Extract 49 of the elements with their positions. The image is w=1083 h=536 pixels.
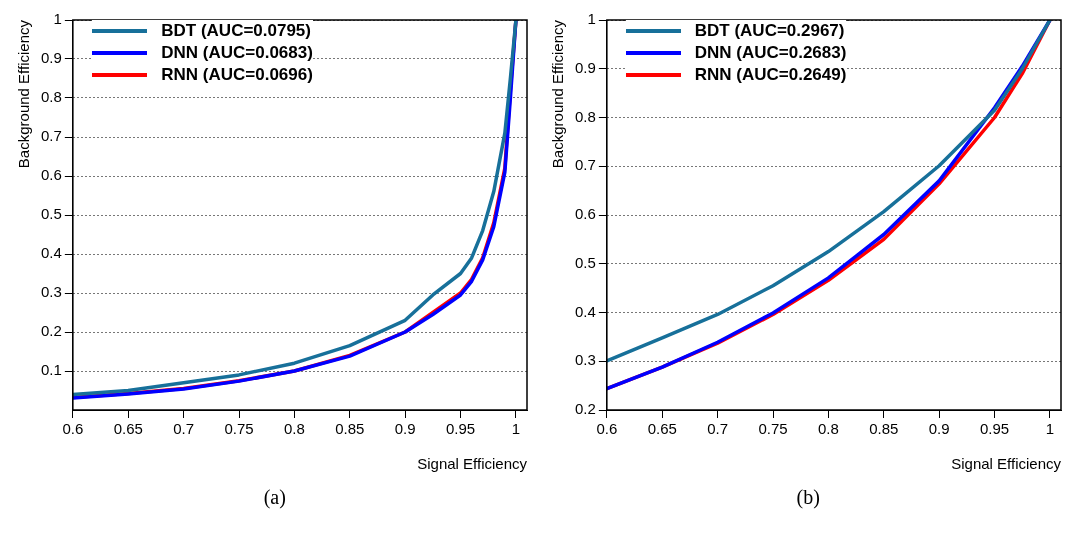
x-tick-label: 0.8 — [817, 420, 839, 438]
y-axis-title: Background Efficiency — [15, 19, 33, 169]
x-tick-label: 0.65 — [647, 420, 677, 438]
y-tick-label: 0.9 — [574, 58, 596, 76]
legend-label: DNN (AUC=0.0683) — [161, 43, 313, 63]
y-tick-label: 1 — [587, 10, 596, 28]
x-tick-label: 0.9 — [928, 420, 950, 438]
y-tick-label: 0.3 — [574, 351, 596, 369]
y-tick-label: 0.5 — [41, 205, 63, 223]
x-axis-title: Signal Efficiency — [950, 455, 1062, 473]
y-tick-label: 0.8 — [574, 107, 596, 125]
y-tick-label: 0.8 — [41, 88, 63, 106]
y-tick-label: 0.4 — [574, 302, 596, 320]
x-tick-label: 1 — [512, 420, 521, 438]
y-tick-label: 0.7 — [41, 127, 63, 145]
y-tick-label: 0.7 — [574, 156, 596, 174]
legend-label: DNN (AUC=0.2683) — [694, 43, 847, 63]
legend-label: BDT (AUC=0.0795) — [161, 21, 311, 41]
y-tick-label: 0.2 — [41, 322, 63, 340]
x-tick-label: 0.95 — [446, 420, 476, 438]
x-tick-label: 0.6 — [596, 420, 618, 438]
y-tick-label: 0.4 — [41, 244, 63, 262]
legend-label: RNN (AUC=0.0696) — [161, 65, 313, 85]
text: (b) — [796, 486, 820, 509]
x-tick-label: 0.85 — [335, 420, 365, 438]
x-tick-label: 0.9 — [394, 420, 416, 438]
legend-label: BDT (AUC=0.2967) — [694, 21, 845, 41]
y-axis-title: Background Efficiency — [548, 19, 566, 169]
y-tick-label: 0.9 — [41, 49, 63, 67]
x-tick-label: 0.6 — [62, 420, 84, 438]
y-tick-label: 0.3 — [41, 283, 63, 301]
x-tick-label: 0.95 — [979, 420, 1009, 438]
x-tick-label: 0.8 — [284, 420, 306, 438]
x-tick-label: 0.75 — [224, 420, 254, 438]
y-tick-label: 0.6 — [41, 166, 63, 184]
x-tick-label: 0.85 — [868, 420, 899, 438]
text: (a) — [263, 486, 286, 509]
y-tick-label: 1 — [53, 10, 63, 28]
legend-label: RNN (AUC=0.2649) — [694, 65, 847, 85]
x-tick-label: 0.65 — [113, 420, 144, 438]
y-tick-label: 0.2 — [574, 400, 596, 418]
x-axis-title: Signal Efficiency — [417, 455, 528, 473]
x-tick-label: 1 — [1045, 420, 1054, 438]
x-tick-label: 0.7 — [706, 420, 728, 438]
x-tick-label: 0.7 — [173, 420, 195, 438]
y-tick-label: 0.5 — [574, 253, 596, 271]
y-tick-label: 0.1 — [41, 361, 63, 379]
y-tick-label: 0.6 — [574, 205, 596, 223]
x-tick-label: 0.75 — [758, 420, 788, 438]
